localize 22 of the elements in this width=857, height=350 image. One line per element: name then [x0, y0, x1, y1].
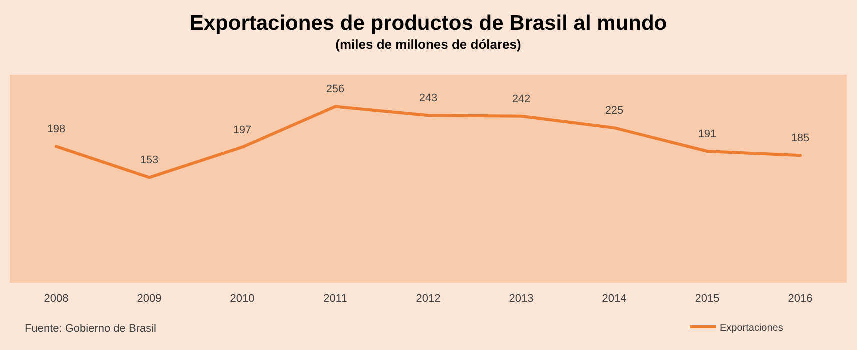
x-tick-label: 2011: [324, 293, 348, 305]
data-label: 197: [233, 124, 252, 136]
x-tick-label: 2009: [137, 293, 162, 305]
x-tick-label: 2012: [416, 293, 441, 305]
chart-title: Exportaciones de productos de Brasil al mundo: [190, 12, 668, 35]
x-tick-label: 2014: [602, 293, 627, 305]
source-note: Fuente: Gobierno de Brasil: [25, 323, 156, 335]
x-tick-label: 2013: [509, 293, 534, 305]
data-label: 185: [791, 132, 810, 145]
data-label: 225: [605, 105, 624, 118]
data-label: 242: [512, 93, 531, 106]
x-tick-label: 2008: [44, 293, 69, 305]
data-label: 243: [419, 92, 438, 105]
x-tick-label: 2010: [230, 293, 255, 305]
data-label: 191: [698, 128, 717, 140]
data-label: 153: [140, 154, 159, 167]
x-tick-label: 2016: [788, 293, 813, 305]
data-label: 198: [47, 124, 66, 136]
chart-subtitle: (miles de millones de dólares): [336, 37, 522, 52]
legend-label: Exportaciones: [720, 323, 784, 334]
x-tick-label: 2015: [695, 293, 720, 305]
data-label: 256: [326, 84, 345, 96]
